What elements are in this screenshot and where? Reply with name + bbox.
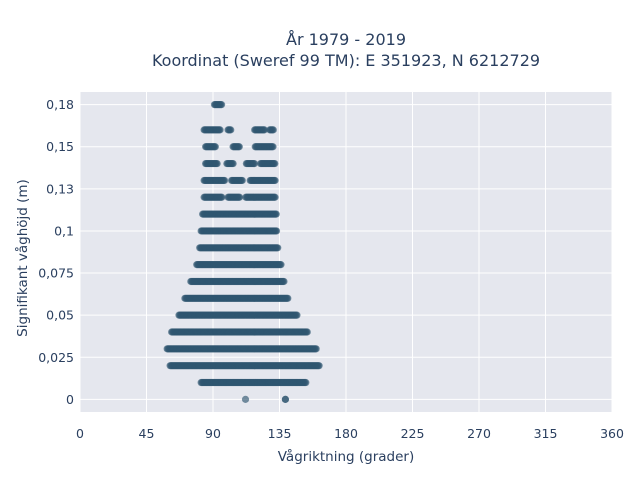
data-point: [213, 159, 221, 168]
chart-title: År 1979 - 2019: [286, 30, 406, 49]
y-axis-ticks: 0 0,025 0,05 0,075 0,1 0,13 0,15 0,18: [38, 97, 74, 407]
x-tick-label: 180: [334, 426, 358, 441]
data-point: [269, 126, 277, 134]
data-point: [269, 143, 277, 151]
data-point: [302, 378, 310, 387]
y-tick-label: 0: [66, 392, 74, 407]
data-point: [260, 126, 269, 134]
x-tick-label: 270: [467, 426, 491, 441]
y-axis-title: Signifikant våghöjd (m): [14, 179, 31, 337]
data-point: [315, 362, 323, 370]
x-tick-label: 225: [401, 426, 425, 441]
x-tick-label: 0: [76, 426, 84, 441]
data-point: [241, 395, 250, 403]
data-point: [229, 159, 237, 168]
x-tick-label: 135: [268, 426, 292, 441]
data-point: [250, 159, 258, 168]
y-tick-label: 0,05: [46, 308, 74, 323]
data-point: [312, 345, 320, 353]
y-tick-label: 0,15: [46, 139, 74, 154]
data-points: [163, 101, 323, 403]
x-tick-label: 315: [534, 426, 558, 441]
y-tick-label: 0,18: [46, 97, 74, 112]
data-point: [236, 193, 244, 201]
data-point: [227, 126, 235, 134]
data-point: [281, 395, 290, 403]
data-point: [235, 143, 243, 151]
y-tick-label: 0,1: [54, 223, 74, 238]
data-point: [211, 143, 219, 151]
x-axis-title: Vågriktning (grader): [278, 448, 415, 465]
x-axis-ticks: 0 45 90 135 180 225 270 315 360: [76, 426, 624, 441]
data-point: [272, 210, 280, 218]
data-point: [216, 126, 224, 134]
y-tick-label: 0,075: [38, 266, 74, 281]
y-tick-label: 0,025: [38, 350, 74, 365]
x-tick-label: 45: [139, 426, 155, 441]
data-point: [238, 176, 246, 185]
data-point: [280, 277, 288, 286]
x-tick-label: 360: [600, 426, 624, 441]
data-point: [303, 328, 311, 336]
data-point: [218, 193, 226, 201]
x-tick-label: 90: [205, 426, 221, 441]
y-tick-label: 0,13: [46, 181, 74, 196]
data-point: [271, 176, 279, 185]
data-point: [277, 261, 285, 269]
data-point: [274, 244, 282, 252]
data-point: [272, 227, 281, 235]
data-point: [220, 176, 229, 185]
chart-subtitle: Koordinat (Sweref 99 TM): E 351923, N 62…: [152, 51, 540, 70]
data-point: [271, 159, 279, 168]
data-point: [293, 311, 301, 319]
data-point: [284, 294, 292, 302]
data-point: [217, 101, 226, 109]
data-point: [271, 193, 279, 201]
